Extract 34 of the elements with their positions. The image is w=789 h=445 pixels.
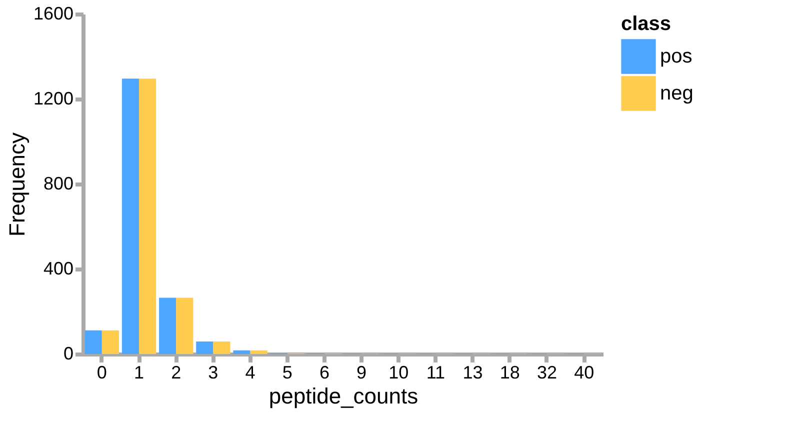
x-tick-label: 2	[171, 362, 182, 382]
bar	[250, 350, 268, 354]
x-tick-label: 3	[208, 362, 218, 382]
bar	[196, 341, 214, 354]
x-tick-label: 11	[426, 362, 446, 382]
y-tick-label: 400	[43, 258, 74, 278]
legend-title: class	[621, 13, 672, 35]
x-tick-label: 5	[282, 362, 292, 382]
x-tick-label: 10	[388, 362, 409, 382]
x-tick-label: 18	[500, 362, 520, 382]
y-axis-title: Frequency	[4, 132, 30, 236]
y-tick-label: 1200	[33, 88, 74, 108]
bar	[139, 78, 156, 354]
y-tick-label: 1600	[33, 4, 74, 24]
bar	[102, 330, 119, 354]
x-tick-label: 32	[536, 362, 558, 382]
y-tick-label: 0	[63, 344, 74, 364]
legend-label: pos	[660, 46, 692, 68]
x-tick-label: 40	[574, 362, 594, 382]
x-tick-label: 6	[319, 362, 330, 382]
bar	[159, 298, 176, 354]
bar	[233, 350, 250, 354]
bar	[122, 78, 140, 354]
x-tick-label: 0	[96, 362, 107, 382]
x-axis-title: peptide_counts	[268, 384, 418, 408]
bar	[213, 341, 230, 354]
bar	[84, 330, 102, 354]
x-tick-label: 4	[245, 362, 256, 382]
legend-label: neg	[660, 82, 694, 104]
bar	[176, 298, 194, 354]
x-tick-label: 1	[134, 362, 144, 382]
x-tick-label: 9	[356, 362, 367, 382]
y-tick-label: 800	[43, 174, 74, 194]
x-tick-label: 13	[462, 362, 483, 382]
